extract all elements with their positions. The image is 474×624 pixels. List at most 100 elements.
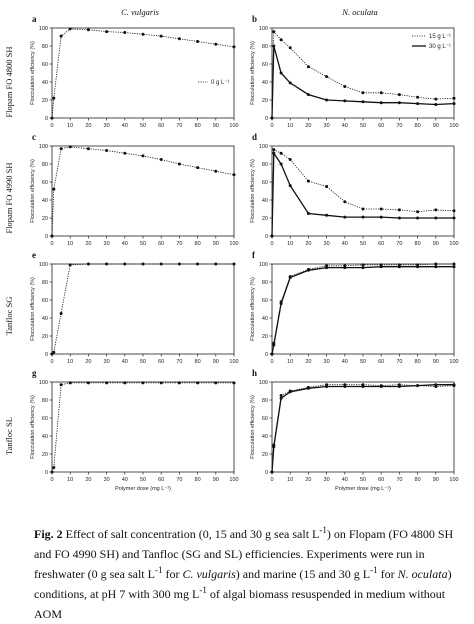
data-point <box>416 95 420 99</box>
caption-segment: -1 <box>154 565 163 575</box>
x-tick-label: 60 <box>378 477 384 483</box>
data-point <box>434 208 438 212</box>
y-tick-label: 80 <box>262 44 268 50</box>
data-point <box>196 262 200 266</box>
data-point <box>306 268 310 272</box>
data-point <box>452 209 456 213</box>
series-line-dotted <box>271 30 455 119</box>
x-tick-label: 20 <box>305 241 311 247</box>
series-line-solid <box>271 266 454 355</box>
series-line-dotted <box>51 263 234 355</box>
caption-segment: of algal biomass resuspended in medium w… <box>34 587 446 621</box>
x-tick-label: 30 <box>104 477 110 483</box>
y-tick-label: 60 <box>42 180 48 186</box>
data-point <box>306 93 310 97</box>
data-point <box>270 116 274 120</box>
y-tick-label: 80 <box>42 162 48 168</box>
data-point <box>59 383 63 387</box>
x-tick-label: 20 <box>85 477 91 483</box>
data-point <box>50 234 54 238</box>
x-tick-label: 50 <box>360 241 366 247</box>
data-point <box>159 34 163 38</box>
series-line-dotted <box>51 146 235 237</box>
data-point <box>232 45 236 49</box>
y-tick-label: 20 <box>262 216 268 222</box>
caption-segment: C. vulgaris <box>182 567 236 581</box>
x-tick-label: 40 <box>342 241 348 247</box>
legend-label-30: 30 g L⁻¹ <box>429 44 451 50</box>
data-point <box>177 162 181 166</box>
data-point <box>452 102 456 106</box>
legend-right: 15 g L⁻¹ 30 g L⁻¹ <box>412 34 451 50</box>
y-tick-label: 20 <box>42 216 48 222</box>
x-tick-label: 50 <box>140 477 146 483</box>
data-point <box>141 154 145 158</box>
caption-segment: for <box>162 567 183 581</box>
x-tick-label: 50 <box>140 241 146 247</box>
data-point <box>123 151 127 155</box>
data-point <box>141 262 145 266</box>
panel-a: a 0 20 40 60 80 100 0 10 20 30 40 50 60 70 80 90 100 Flocc… <box>30 14 239 129</box>
x-tick-label: 40 <box>122 241 128 247</box>
caption-segment: ) on Flopam (FO 4800 SH and FO 4990 SH) … <box>34 527 454 581</box>
data-point <box>434 97 438 101</box>
x-tick-label: 60 <box>378 241 384 247</box>
y-tick-label: 40 <box>42 316 48 322</box>
y-tick-label: 0 <box>45 470 48 476</box>
caption-segment: -1 <box>370 565 378 575</box>
x-tick-label: 80 <box>415 359 421 365</box>
panel-e: e 0 20 40 60 80 100 0 10 20 30 40 50 60 70 80 90 100 Flocc… <box>30 250 239 365</box>
x-tick-label: 70 <box>176 241 182 247</box>
data-point <box>214 169 218 173</box>
data-point <box>86 381 90 385</box>
series-line-dotted <box>271 263 454 355</box>
y-tick-label: 20 <box>262 452 268 458</box>
data-point <box>141 32 145 36</box>
x-tick-label: 70 <box>396 359 402 365</box>
data-point <box>361 100 365 104</box>
x-tick-label: 100 <box>449 123 458 129</box>
data-point <box>343 215 347 219</box>
x-tick-label: 60 <box>158 241 164 247</box>
y-tick-label: 20 <box>262 334 268 340</box>
x-tick-label: 0 <box>50 359 53 365</box>
series-line-solid <box>271 384 454 473</box>
x-tick-label: 70 <box>176 123 182 129</box>
x-tick-label: 80 <box>415 241 421 247</box>
x-tick-label: 90 <box>213 359 219 365</box>
y-tick-label: 80 <box>42 280 48 286</box>
series-line-dotted <box>51 382 234 473</box>
y-tick-label: 100 <box>259 262 268 268</box>
y-tick-label: 100 <box>259 144 268 150</box>
data-point <box>306 65 310 69</box>
data-point <box>196 166 200 170</box>
x-tick-label: 70 <box>396 123 402 129</box>
data-point <box>105 30 109 34</box>
x-tick-label: 60 <box>158 123 164 129</box>
data-point <box>288 184 292 188</box>
data-point <box>416 265 420 269</box>
data-point <box>279 151 283 155</box>
data-point <box>434 103 438 106</box>
y-tick-label: 20 <box>262 98 268 104</box>
y-tick-label: 40 <box>262 434 268 440</box>
x-tick-label: 30 <box>324 359 330 365</box>
x-tick-label: 100 <box>229 359 238 365</box>
data-point <box>68 263 72 267</box>
data-point <box>325 75 329 79</box>
x-tick-label: 80 <box>415 123 421 129</box>
data-point <box>272 151 276 155</box>
data-point <box>288 46 292 50</box>
x-tick-label: 0 <box>270 123 273 129</box>
y-tick-label: 40 <box>42 198 48 204</box>
data-point <box>52 466 56 469</box>
panel-g: g 0 20 40 60 80 100 0 10 20 30 40 50 60 70 80 90 100 Flocc… <box>30 368 239 492</box>
series-line-dotted <box>271 148 455 237</box>
caption-segment: Effect of salt concentration (0, 15 and … <box>62 527 320 541</box>
data-point <box>196 381 200 385</box>
data-point <box>141 381 145 385</box>
data-point <box>86 262 90 266</box>
y-tick-label: 80 <box>262 280 268 286</box>
x-tick-label: 0 <box>270 359 273 365</box>
